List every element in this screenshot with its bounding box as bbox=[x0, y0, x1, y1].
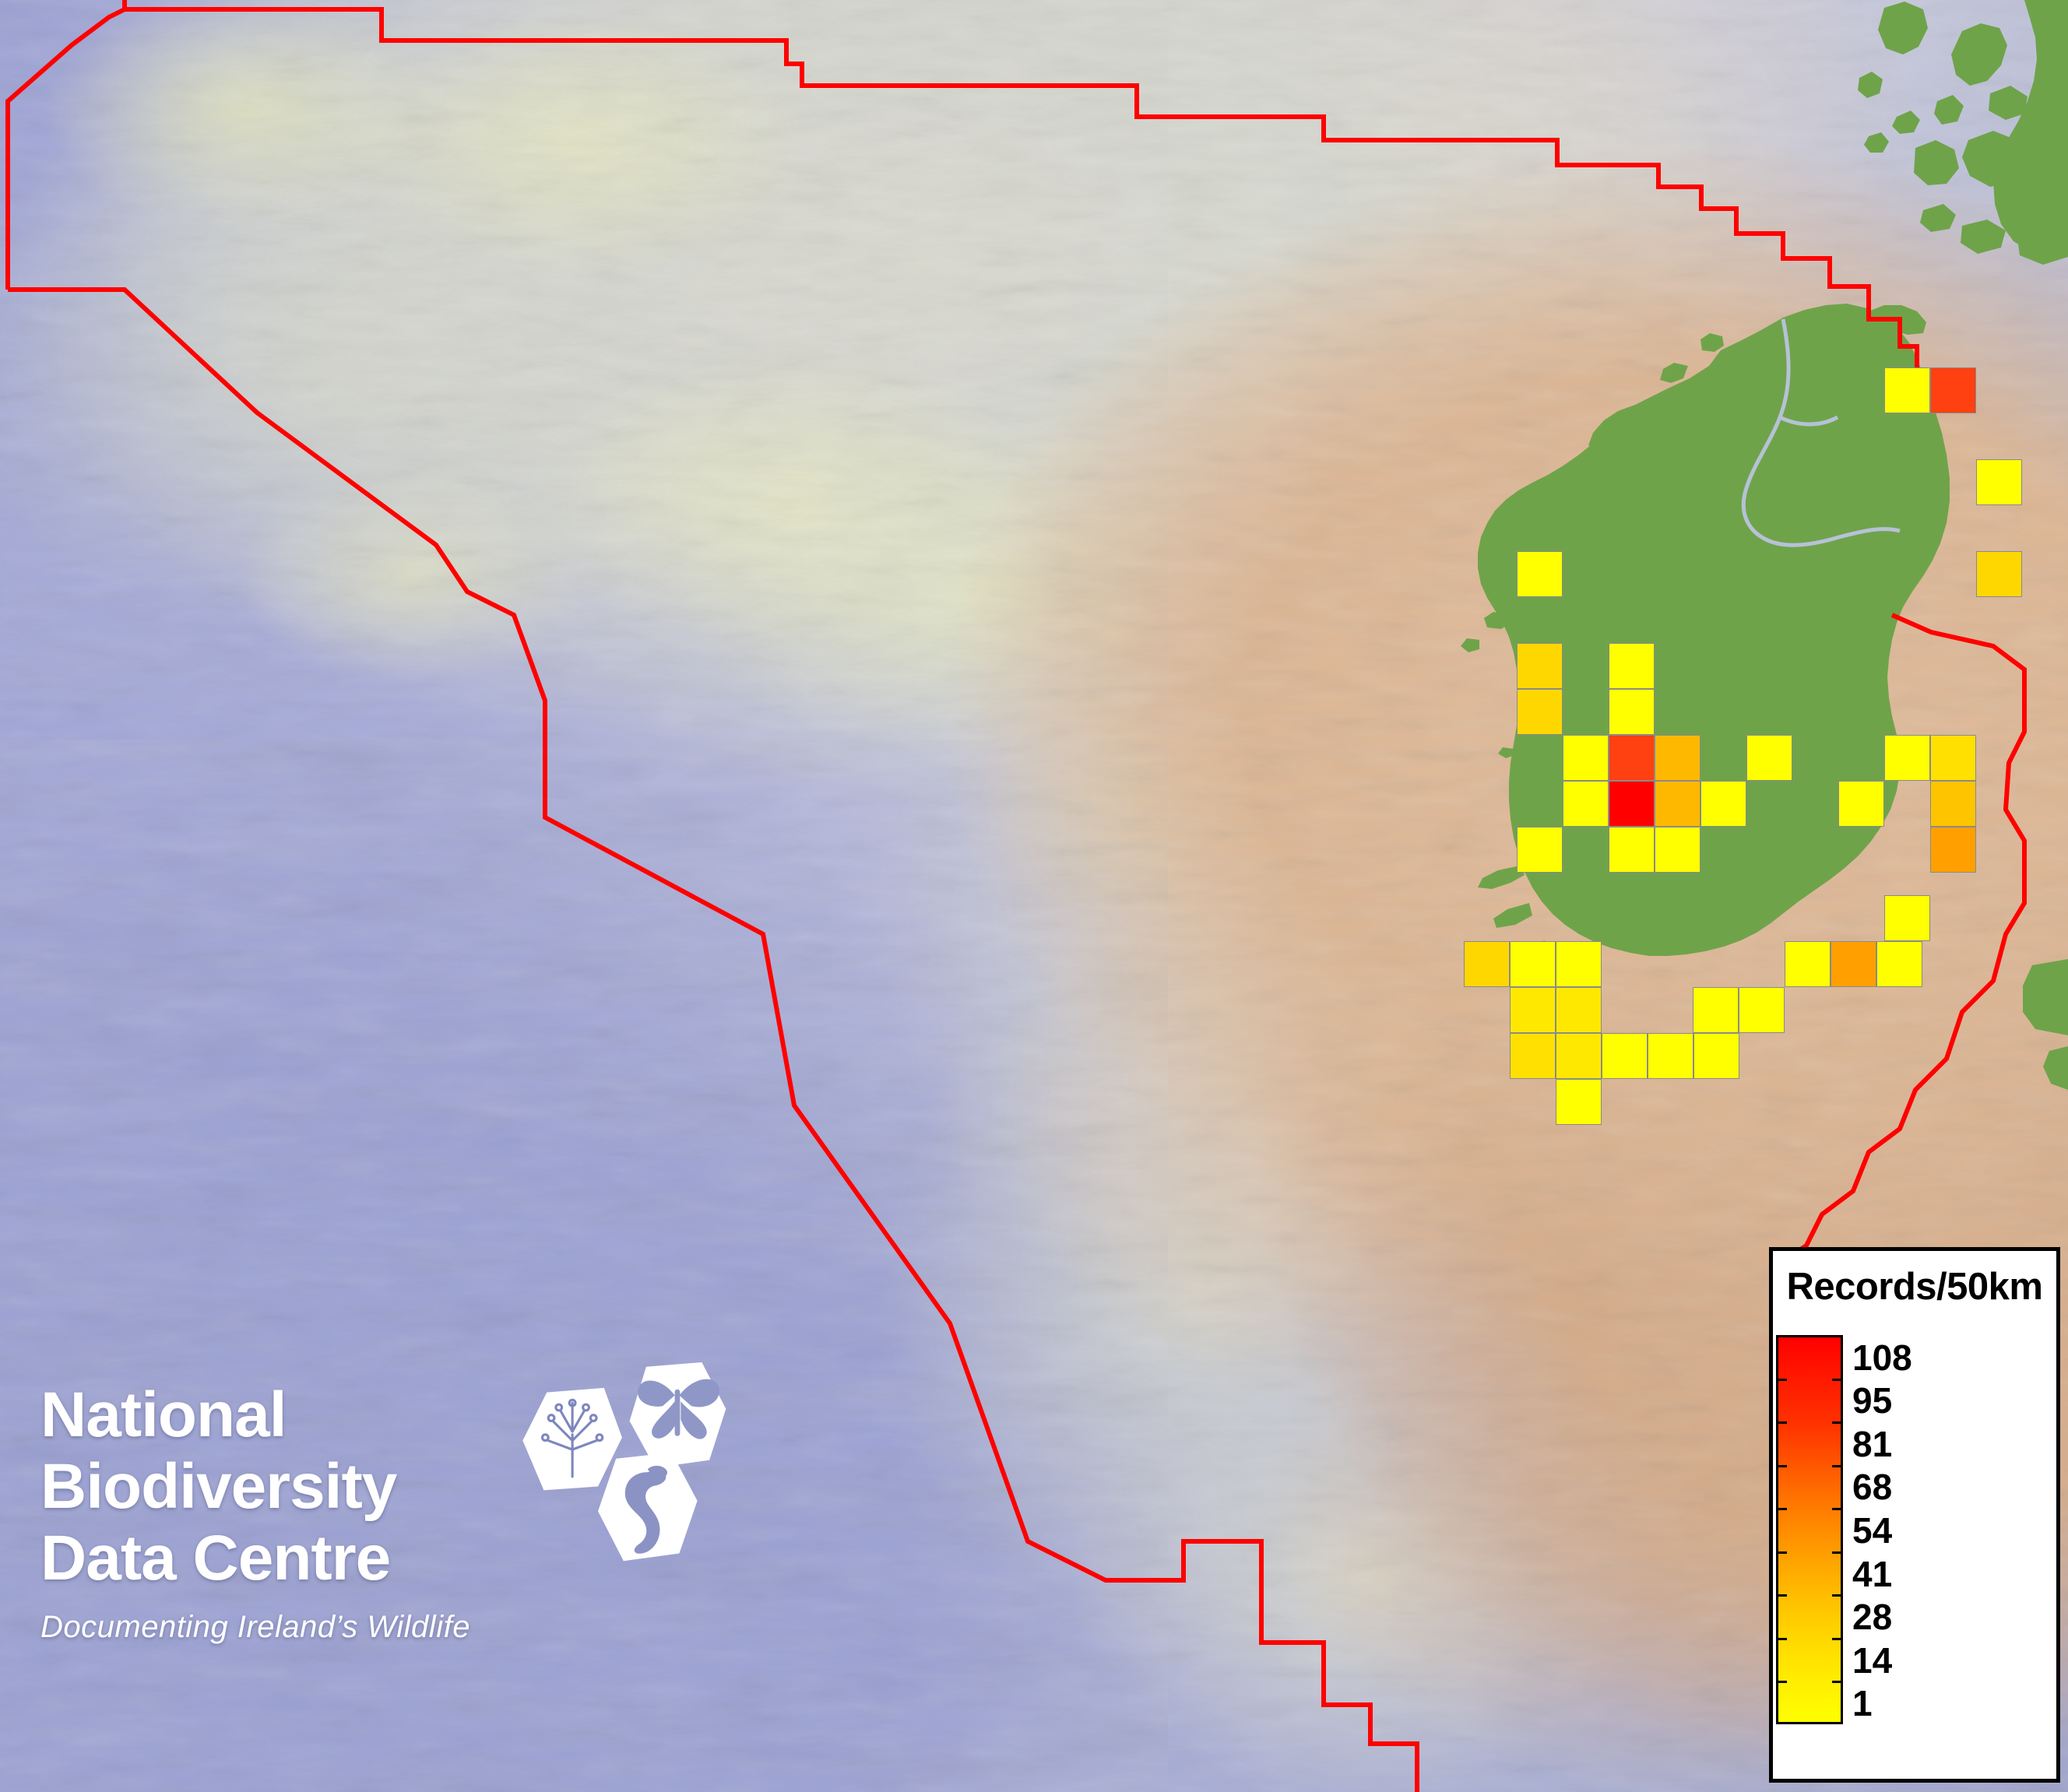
grid-cell bbox=[1693, 1033, 1739, 1079]
logo-line-3: Data Centre bbox=[40, 1523, 391, 1593]
grid-cell bbox=[1884, 895, 1930, 941]
grid-cell bbox=[1655, 781, 1700, 827]
legend-tick bbox=[1832, 1421, 1843, 1425]
logo-tagline: Documenting Ireland’s Wildlife bbox=[40, 1610, 470, 1644]
legend-tick bbox=[1832, 1551, 1843, 1554]
legend-label: 41 bbox=[1852, 1553, 1893, 1594]
legend-gradient-wrap bbox=[1776, 1335, 1843, 1724]
grid-cell bbox=[1510, 941, 1556, 987]
grid-cell bbox=[1563, 781, 1609, 827]
legend-label: 81 bbox=[1852, 1423, 1893, 1464]
legend-tick bbox=[1776, 1508, 1787, 1511]
grid-cell bbox=[1648, 1033, 1693, 1079]
legend-tick bbox=[1776, 1637, 1787, 1640]
legend-tick bbox=[1832, 1637, 1843, 1640]
legend-label: 95 bbox=[1852, 1380, 1893, 1421]
legend-tick bbox=[1776, 1464, 1787, 1467]
grid-cell bbox=[1563, 735, 1609, 781]
legend-tick bbox=[1776, 1594, 1787, 1597]
grid-cell bbox=[1693, 987, 1739, 1033]
legend-title: Records/50km bbox=[1786, 1266, 2043, 1308]
grid-cell bbox=[1556, 941, 1602, 987]
nbdc-logo: National Biodiversity Data Centre Docume… bbox=[40, 1362, 726, 1775]
grid-cell bbox=[1556, 1033, 1602, 1079]
legend-tick bbox=[1776, 1681, 1787, 1684]
plant-hexagon-icon bbox=[522, 1387, 622, 1491]
logo-line-1: National bbox=[40, 1379, 287, 1450]
legend-tick bbox=[1776, 1551, 1787, 1554]
grid-cell bbox=[1517, 551, 1563, 597]
grid-cell bbox=[1609, 643, 1655, 689]
grid-cell bbox=[1976, 459, 2022, 505]
legend-label: 14 bbox=[1852, 1639, 1893, 1681]
grid-cell bbox=[1609, 827, 1655, 873]
grid-cell bbox=[1602, 1033, 1648, 1079]
grid-cell bbox=[1930, 781, 1976, 827]
grid-cell bbox=[1785, 941, 1831, 987]
grid-cell bbox=[1609, 689, 1655, 735]
grid-cell bbox=[1609, 735, 1655, 781]
butterfly-hexagon-icon bbox=[629, 1362, 726, 1468]
grid-cell bbox=[1746, 735, 1792, 781]
seahorse-hexagon-icon bbox=[598, 1453, 698, 1562]
grid-cell bbox=[1876, 941, 1922, 987]
grid-cell bbox=[1884, 735, 1930, 781]
wales-landmass bbox=[2023, 959, 2068, 1035]
grid-cell bbox=[1517, 689, 1563, 735]
grid-cell bbox=[1838, 781, 1884, 827]
legend-tick bbox=[1832, 1594, 1843, 1597]
grid-cell bbox=[1655, 735, 1700, 781]
legend-label: 1 bbox=[1852, 1683, 1873, 1724]
legend-labels: 108 95 81 68 54 41 28 14 1 bbox=[1852, 1318, 2047, 1738]
legend-tick bbox=[1832, 1378, 1843, 1381]
legend-panel: Records/50km 108 95 81 68 54 41 28 14 1 bbox=[1769, 1247, 2060, 1783]
legend-tick bbox=[1832, 1464, 1843, 1467]
grid-cell bbox=[1976, 551, 2022, 597]
grid-cell bbox=[1517, 827, 1563, 873]
grid-cell bbox=[1655, 827, 1700, 873]
grid-cell bbox=[1609, 781, 1655, 827]
legend-label: 108 bbox=[1852, 1337, 1912, 1378]
border-river-lines bbox=[1741, 318, 1901, 547]
grid-cell bbox=[1884, 367, 1930, 413]
grid-cell bbox=[1930, 367, 1976, 413]
grid-cell bbox=[1739, 987, 1785, 1033]
legend-label: 28 bbox=[1852, 1597, 1893, 1638]
grid-cell bbox=[1464, 941, 1510, 987]
grid-cell bbox=[1556, 987, 1602, 1033]
legend-label: 68 bbox=[1852, 1467, 1893, 1508]
logo-hexagon-icons bbox=[522, 1362, 726, 1562]
grid-cell bbox=[1517, 643, 1563, 689]
grid-cell bbox=[1510, 1033, 1556, 1079]
grid-cell bbox=[1700, 781, 1746, 827]
grid-cell bbox=[1510, 987, 1556, 1033]
legend-tick bbox=[1832, 1508, 1843, 1511]
legend-tick bbox=[1832, 1681, 1843, 1684]
legend-gradient-bar bbox=[1776, 1335, 1843, 1724]
legend-tick bbox=[1776, 1421, 1787, 1425]
legend-tick bbox=[1776, 1378, 1787, 1381]
logo-wordmark: National Biodiversity Data Centre Docume… bbox=[40, 1379, 539, 1645]
grid-cell bbox=[1556, 1079, 1602, 1125]
legend-label: 54 bbox=[1852, 1510, 1893, 1551]
grid-cell bbox=[1930, 827, 1976, 873]
logo-line-2: Biodiversity bbox=[40, 1451, 397, 1522]
grid-cell bbox=[1930, 735, 1976, 781]
grid-cell bbox=[1831, 941, 1876, 987]
